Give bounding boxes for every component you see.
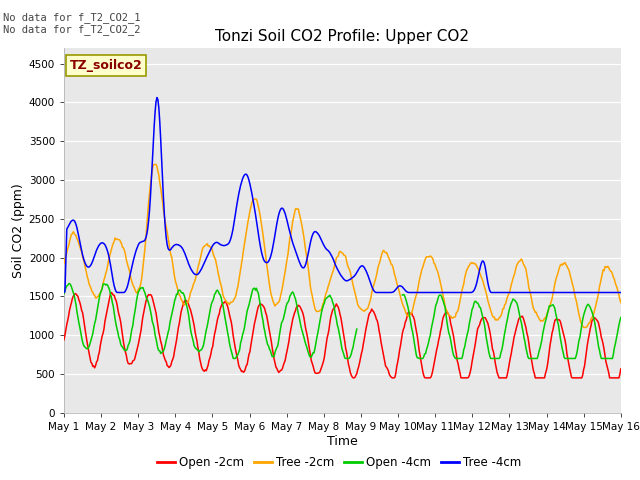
X-axis label: Time: Time <box>327 434 358 448</box>
Text: TZ_soilco2: TZ_soilco2 <box>70 59 142 72</box>
Text: No data for f_T2_CO2_1
No data for f_T2_CO2_2: No data for f_T2_CO2_1 No data for f_T2_… <box>3 12 141 36</box>
Title: Tonzi Soil CO2 Profile: Upper CO2: Tonzi Soil CO2 Profile: Upper CO2 <box>216 29 469 44</box>
Y-axis label: Soil CO2 (ppm): Soil CO2 (ppm) <box>12 183 24 278</box>
Legend: Open -2cm, Tree -2cm, Open -4cm, Tree -4cm: Open -2cm, Tree -2cm, Open -4cm, Tree -4… <box>152 452 526 474</box>
